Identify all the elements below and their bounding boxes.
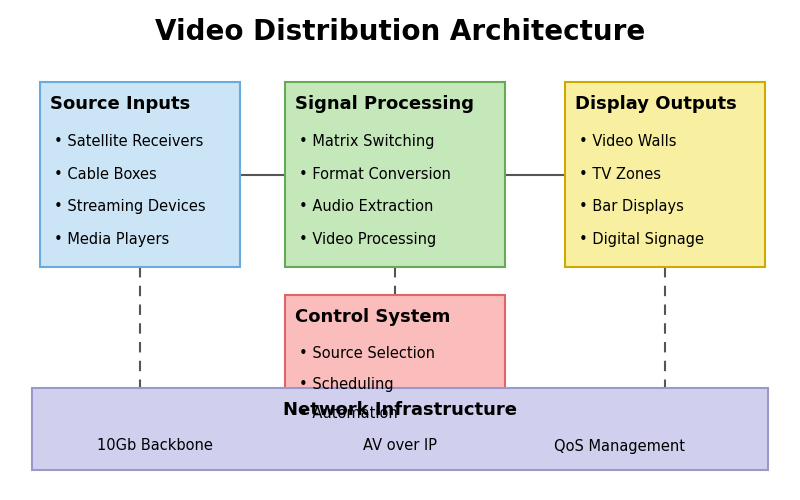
Text: Display Outputs: Display Outputs <box>575 95 737 113</box>
Text: • Video Walls: • Video Walls <box>579 134 677 149</box>
FancyBboxPatch shape <box>285 295 505 440</box>
Text: Video Distribution Architecture: Video Distribution Architecture <box>155 18 645 46</box>
Text: • Satellite Receivers: • Satellite Receivers <box>54 134 203 149</box>
Text: • Media Players: • Media Players <box>54 232 170 246</box>
FancyBboxPatch shape <box>565 82 765 267</box>
Text: • Automation: • Automation <box>299 406 398 422</box>
FancyBboxPatch shape <box>32 388 768 470</box>
FancyBboxPatch shape <box>40 82 240 267</box>
Text: Signal Processing: Signal Processing <box>295 95 474 113</box>
Text: • Source Selection: • Source Selection <box>299 346 435 362</box>
Text: • Matrix Switching: • Matrix Switching <box>299 134 434 149</box>
Text: • Digital Signage: • Digital Signage <box>579 232 704 246</box>
Text: Source Inputs: Source Inputs <box>50 95 190 113</box>
Text: Control System: Control System <box>295 308 450 326</box>
Text: • Video Processing: • Video Processing <box>299 232 436 246</box>
Text: Network Infrastructure: Network Infrastructure <box>283 401 517 419</box>
Text: • Bar Displays: • Bar Displays <box>579 199 684 214</box>
Text: • Streaming Devices: • Streaming Devices <box>54 199 206 214</box>
Text: • Format Conversion: • Format Conversion <box>299 167 451 182</box>
Text: • Audio Extraction: • Audio Extraction <box>299 199 434 214</box>
Text: • TV Zones: • TV Zones <box>579 167 661 182</box>
Text: • Cable Boxes: • Cable Boxes <box>54 167 157 182</box>
Text: 10Gb Backbone: 10Gb Backbone <box>97 438 213 454</box>
Text: • Scheduling: • Scheduling <box>299 376 394 392</box>
Text: QoS Management: QoS Management <box>554 438 686 454</box>
FancyBboxPatch shape <box>285 82 505 267</box>
Text: AV over IP: AV over IP <box>363 438 437 454</box>
